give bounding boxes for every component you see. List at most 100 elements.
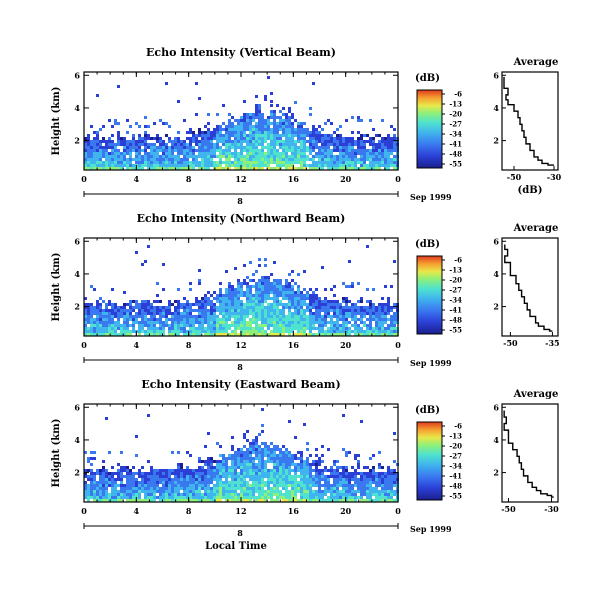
heatmap-cell — [381, 149, 384, 152]
heatmap-cell — [342, 167, 345, 170]
heatmap-cell — [228, 294, 231, 297]
heatmap-cell — [207, 309, 210, 312]
heatmap-cell — [201, 315, 204, 318]
heatmap-cell — [237, 131, 240, 134]
heatmap-cell — [147, 481, 150, 484]
heatmap-cell — [264, 481, 267, 484]
heatmap-cell — [213, 321, 216, 324]
heatmap-cell — [120, 475, 123, 478]
heatmap-cell — [375, 472, 378, 475]
heatmap-cell — [255, 155, 258, 158]
heatmap-cell — [120, 493, 123, 496]
heatmap-cell — [333, 460, 336, 463]
heatmap-cell — [138, 125, 141, 128]
heatmap-cell — [111, 330, 114, 333]
heatmap-cell — [294, 472, 297, 475]
heatmap-cell — [174, 481, 177, 484]
heatmap-cell — [168, 487, 171, 490]
heatmap-cell — [333, 481, 336, 484]
heatmap-cell — [183, 164, 186, 167]
heatmap-cell — [279, 321, 282, 324]
heatmap-cell — [186, 321, 189, 324]
heatmap-cell — [273, 149, 276, 152]
heatmap-cell — [372, 475, 375, 478]
heatmap-cell — [222, 140, 225, 143]
date-marker: 8 — [237, 528, 243, 538]
heatmap-cell — [285, 143, 288, 146]
heatmap-cell — [393, 146, 396, 149]
heatmap-cell — [345, 330, 348, 333]
heatmap-cell — [225, 167, 228, 170]
heatmap-cell — [369, 119, 372, 122]
heatmap-cell — [267, 297, 270, 300]
heatmap-cell — [294, 131, 297, 134]
heatmap-cell — [117, 315, 120, 318]
heatmap-cell — [294, 457, 297, 460]
heatmap-cell — [162, 493, 165, 496]
heatmap-cell — [249, 324, 252, 327]
heatmap-cell — [117, 469, 120, 472]
heatmap-cell — [282, 285, 285, 288]
heatmap-cell — [138, 134, 141, 137]
heatmap-cell — [297, 291, 300, 294]
heatmap-cell — [270, 155, 273, 158]
heatmap-cell — [264, 309, 267, 312]
heatmap-cell — [174, 487, 177, 490]
heatmap-cell — [318, 158, 321, 161]
profile-y-tick-label: 4 — [493, 435, 499, 445]
heatmap-cell — [381, 321, 384, 324]
x-axis-label: Local Time — [205, 541, 267, 552]
heatmap-cell — [315, 496, 318, 499]
heatmap-cell — [168, 318, 171, 321]
heatmap-cell — [168, 333, 171, 336]
heatmap-cell — [234, 303, 237, 306]
heatmap-cell — [294, 493, 297, 496]
heatmap-cell — [369, 493, 372, 496]
heatmap-cell — [153, 158, 156, 161]
heatmap-cell — [255, 122, 258, 125]
heatmap-cell — [225, 288, 228, 291]
heatmap-cell — [306, 158, 309, 161]
heatmap-cell — [225, 297, 228, 300]
heatmap-cell — [156, 309, 159, 312]
heatmap-cell — [102, 496, 105, 499]
heatmap-cell — [264, 161, 267, 164]
heatmap-cell — [105, 158, 108, 161]
date-marker: 8 — [237, 196, 243, 206]
heatmap-cell — [369, 312, 372, 315]
heatmap-cell — [276, 496, 279, 499]
heatmap-cell — [162, 158, 165, 161]
heatmap-cell — [129, 315, 132, 318]
heatmap-cell — [96, 155, 99, 158]
heatmap-cell — [219, 312, 222, 315]
heatmap-cell — [267, 475, 270, 478]
heatmap-cell — [99, 481, 102, 484]
heatmap-cell — [315, 460, 318, 463]
heatmap-cell — [381, 487, 384, 490]
heatmap-cell — [231, 499, 234, 502]
heatmap-cell — [252, 330, 255, 333]
heatmap-cell — [108, 484, 111, 487]
heatmap-cell — [183, 140, 186, 143]
heatmap-cell — [282, 161, 285, 164]
heatmap-cell — [291, 306, 294, 309]
x-tick-label: 16 — [288, 506, 300, 516]
heatmap-cell — [144, 146, 147, 149]
heatmap-cell — [285, 484, 288, 487]
heatmap-cell — [390, 318, 393, 321]
heatmap-cell — [231, 303, 234, 306]
heatmap-cell — [255, 164, 258, 167]
heatmap-cell — [228, 297, 231, 300]
heatmap-cell — [264, 98, 267, 101]
heatmap-cell — [180, 327, 183, 330]
heatmap-cell — [351, 472, 354, 475]
heatmap-cell — [216, 466, 219, 469]
heatmap-cell — [267, 149, 270, 152]
heatmap-cell — [243, 496, 246, 499]
heatmap-cell — [111, 143, 114, 146]
heatmap-cell — [270, 131, 273, 134]
heatmap-cell — [297, 155, 300, 158]
heatmap-cell — [273, 481, 276, 484]
heatmap-cell — [246, 161, 249, 164]
heatmap-cell — [312, 469, 315, 472]
